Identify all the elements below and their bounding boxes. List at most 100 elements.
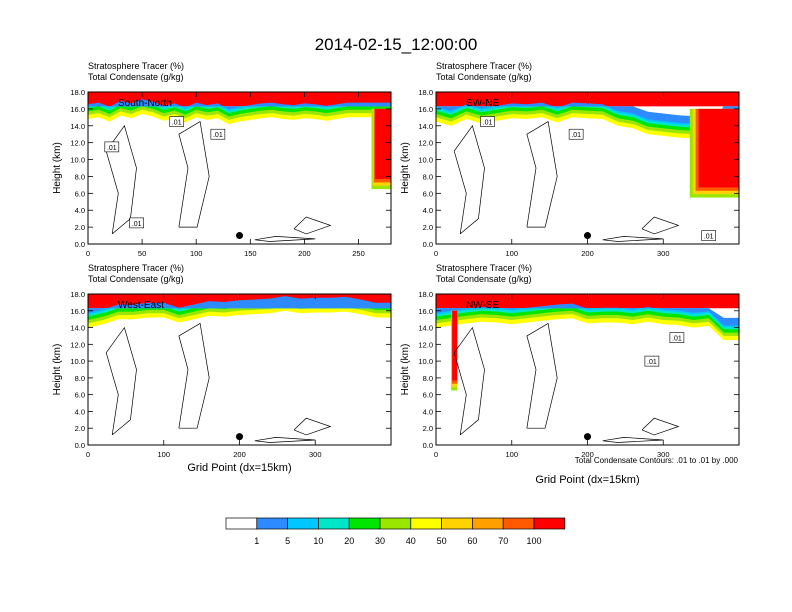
y-tick-label: 4.0 bbox=[75, 407, 85, 416]
colorbar-swatch bbox=[410, 517, 442, 530]
contour-label: .01 bbox=[107, 145, 117, 152]
x-tick-label: 50 bbox=[138, 249, 146, 258]
panel-label: South-North bbox=[118, 98, 172, 109]
tracer-band bbox=[88, 306, 391, 324]
tracer-band bbox=[436, 307, 739, 330]
condensate-contour bbox=[293, 216, 332, 235]
contour-label: .01 bbox=[483, 120, 493, 127]
subtitle-tracer: Stratosphere Tracer (%) bbox=[88, 263, 184, 273]
subtitle-tracer: Stratosphere Tracer (%) bbox=[436, 263, 532, 273]
plot-area: .01 .01 .01 .01 bbox=[88, 92, 391, 244]
y-tick-label: 6.0 bbox=[423, 189, 433, 198]
condensate-contour bbox=[293, 417, 332, 436]
plot-area bbox=[88, 294, 391, 445]
condensate-contour bbox=[602, 236, 664, 242]
x-tick-label: 100 bbox=[190, 249, 203, 258]
x-tick-label: 300 bbox=[657, 249, 670, 258]
y-tick-label: 14.0 bbox=[418, 122, 433, 131]
contour-label: .01 bbox=[647, 359, 657, 366]
y-tick-label: 16.0 bbox=[70, 105, 85, 114]
y-tick-label: 12.0 bbox=[418, 340, 433, 349]
y-tick-label: 2.0 bbox=[75, 424, 85, 433]
x-tick-label: 200 bbox=[233, 450, 246, 459]
x-tick-label: 300 bbox=[657, 450, 670, 459]
panel-label: NW-SE bbox=[466, 300, 499, 311]
x-tick-label: 100 bbox=[157, 450, 170, 459]
contour-label: .01 bbox=[704, 234, 714, 241]
subtitle-tracer: Stratosphere Tracer (%) bbox=[436, 61, 532, 71]
y-tick-label: 16.0 bbox=[418, 105, 433, 114]
y-tick-label: 0.0 bbox=[75, 240, 85, 249]
condensate-contour bbox=[453, 125, 485, 235]
x-tick-label: 250 bbox=[352, 249, 365, 258]
colorbar-label: 100 bbox=[526, 536, 541, 546]
contour-label-box bbox=[104, 141, 120, 153]
y-tick-label: 2.0 bbox=[75, 223, 85, 232]
y-tick-label: 14.0 bbox=[70, 324, 85, 333]
y-tick-label: 4.0 bbox=[75, 206, 85, 215]
panel-label: SW-NE bbox=[466, 98, 499, 109]
x-tick-label: 150 bbox=[244, 249, 257, 258]
y-tick-label: 6.0 bbox=[75, 189, 85, 198]
x-tick-label: 0 bbox=[86, 249, 90, 258]
y-tick-label: 10.0 bbox=[418, 156, 433, 165]
colorbar-swatch bbox=[318, 517, 350, 530]
colorbar-swatch bbox=[533, 517, 566, 530]
subtitle-condensate: Total Condensate (g/kg) bbox=[88, 274, 184, 284]
y-tick-label: 8.0 bbox=[75, 374, 85, 383]
x-tick-label: 0 bbox=[86, 450, 90, 459]
y-tick-label: 4.0 bbox=[423, 206, 433, 215]
y-tick-label: 14.0 bbox=[418, 324, 433, 333]
condensate-contour bbox=[178, 121, 210, 228]
colorbar-swatch bbox=[379, 517, 412, 530]
tracer-band bbox=[436, 303, 739, 326]
y-tick-label: 10.0 bbox=[70, 357, 85, 366]
contour-label-box bbox=[701, 230, 717, 241]
contour-label-box bbox=[480, 116, 495, 127]
condensate-contour bbox=[641, 417, 680, 436]
location-marker bbox=[236, 232, 243, 240]
condensate-contour bbox=[178, 322, 210, 429]
contour-label: .01 bbox=[172, 120, 182, 127]
location-marker bbox=[584, 232, 591, 240]
x-tick-label: 100 bbox=[505, 450, 518, 459]
colorbar-swatch bbox=[256, 517, 288, 530]
x-tick-label: 200 bbox=[298, 249, 311, 258]
colorbar-label: 70 bbox=[498, 536, 508, 546]
contour-label: .01 bbox=[132, 221, 142, 228]
contour-label: .01 bbox=[672, 336, 682, 343]
y-tick-label: 2.0 bbox=[423, 223, 433, 232]
condensate-contour bbox=[641, 216, 680, 235]
colorbar-label: 30 bbox=[375, 536, 385, 546]
chart-panel: West-East Stratosphere Tracer (%)Total Co… bbox=[52, 263, 392, 474]
condensate-contour bbox=[526, 322, 558, 429]
condensate-contour bbox=[526, 121, 558, 228]
plot-area: .01 .01 .01 bbox=[436, 92, 739, 244]
figure-title: 2014-02-15_12:00:00 bbox=[315, 35, 478, 54]
contour-label-box bbox=[669, 332, 685, 343]
y-tick-label: 0.0 bbox=[423, 240, 433, 249]
tracer-intrusion bbox=[375, 108, 391, 179]
subtitle-condensate: Total Condensate (g/kg) bbox=[436, 274, 532, 284]
y-axis-label: Height (km) bbox=[52, 142, 63, 194]
y-tick-label: 14.0 bbox=[70, 122, 85, 131]
tracer-top-layer bbox=[88, 92, 391, 107]
y-axis-label: Height (km) bbox=[400, 142, 411, 194]
colorbar-swatch bbox=[287, 517, 319, 530]
contour-note: Total Condensate Contours: .01 to .01 by… bbox=[575, 456, 739, 465]
condensate-contour bbox=[453, 326, 485, 436]
colorbar-label: 10 bbox=[313, 536, 323, 546]
colorbar-swatch bbox=[225, 517, 258, 530]
colorbar-swatch bbox=[502, 517, 535, 530]
condensate-contour bbox=[105, 326, 137, 436]
y-tick-label: 0.0 bbox=[423, 441, 433, 450]
chart-panel: .01 .01 .01 .01 South-North Stratosphere Trac… bbox=[52, 61, 392, 258]
tracer-intrusion bbox=[452, 310, 458, 381]
tracer-band bbox=[88, 99, 391, 110]
y-tick-label: 0.0 bbox=[75, 441, 85, 450]
colorbar: 1 5 10 20 30 40 50 60 70 100 bbox=[225, 517, 566, 546]
subtitle-condensate: Total Condensate (g/kg) bbox=[88, 72, 184, 82]
colorbar-swatch bbox=[348, 517, 381, 530]
